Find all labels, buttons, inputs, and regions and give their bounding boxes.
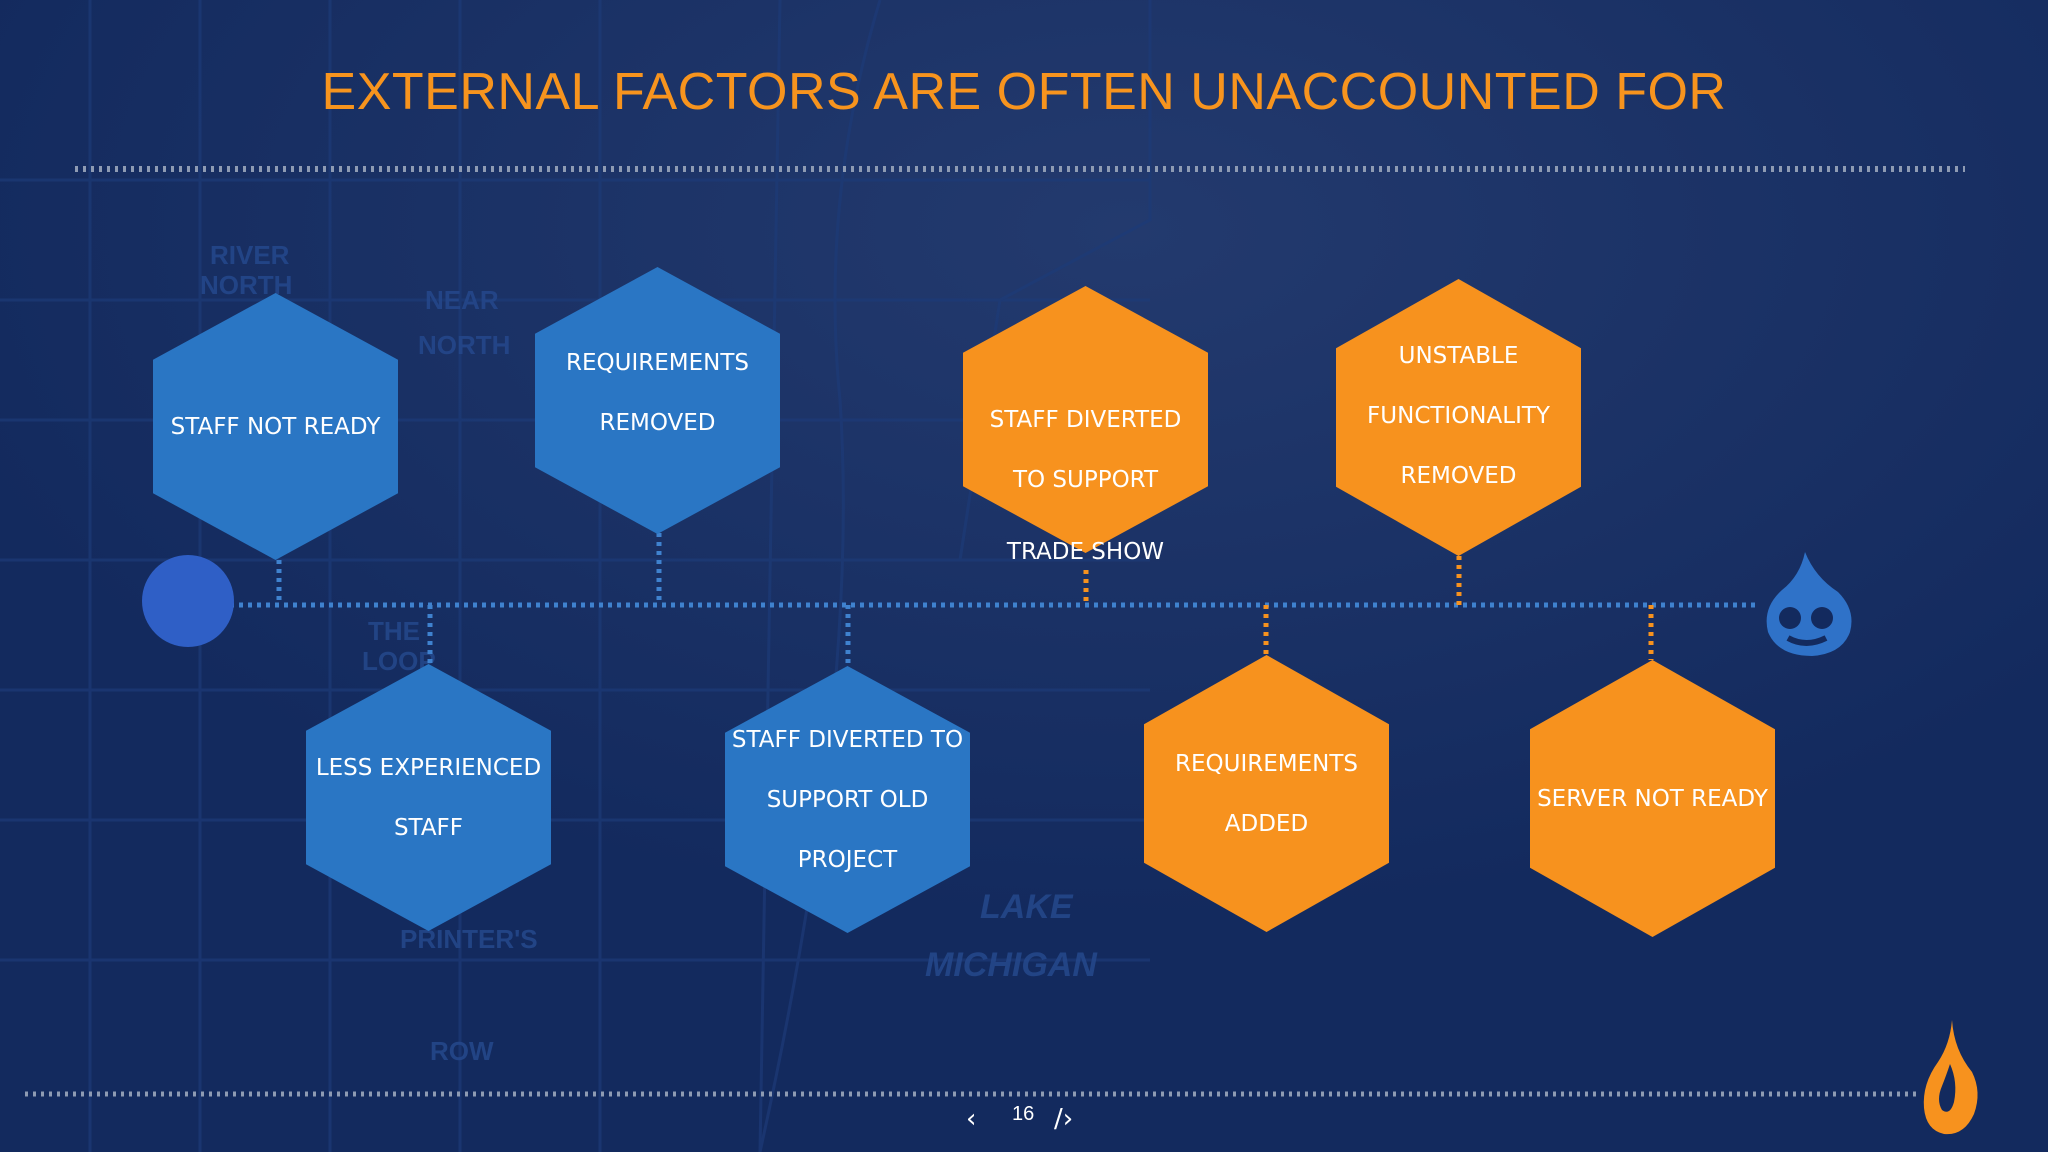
map-label: THE (368, 616, 420, 646)
factor-label: STAFF NOT READY (170, 413, 381, 440)
orange-flame-logo-icon (1923, 1020, 1978, 1135)
factor-label: STAFF DIVERTED TO SUPPORT OLD PROJECT (731, 726, 964, 873)
factor-label-overflow: TRADE SHOW (1006, 539, 1165, 565)
map-label: PRINTER'S (400, 924, 538, 954)
factor-label: REQUIREMENTS REMOVED (566, 349, 749, 436)
map-label: RIVER (210, 240, 290, 270)
factor-label: REQUIREMENTS ADDED (1175, 750, 1358, 837)
slide-title: EXTERNAL FACTORS ARE OFTEN UNACCOUNTED F… (321, 63, 1727, 121)
factor-label: SERVER NOT READY (1537, 785, 1768, 812)
code-chevron-right-icon[interactable]: /› (1054, 1104, 1074, 1134)
drupal-drop-icon (1766, 552, 1852, 656)
map-labels: RIVER NORTH NEAR NORTH THE LOOP LAKE MIC… (200, 240, 1098, 1066)
factor-less-experienced-staff: LESS EXPERIENCED STAFF (306, 664, 551, 931)
chevron-left-icon[interactable]: ‹ (966, 1104, 977, 1134)
map-label: MICHIGAN (925, 946, 1098, 984)
factor-label: STAFF DIVERTED TO SUPPORT (989, 406, 1182, 493)
factor-label: UNSTABLE FUNCTIONALITY REMOVED (1367, 342, 1550, 489)
blue-circle-icon (142, 555, 234, 647)
factor-requirements-added: REQUIREMENTS ADDED (1144, 655, 1389, 932)
map-label: LAKE (980, 888, 1074, 926)
factor-label: LESS EXPERIENCED STAFF (315, 754, 542, 841)
map-label: NEAR (425, 285, 499, 315)
page-number: 16 (1012, 1103, 1035, 1125)
factor-server-not-ready: SERVER NOT READY (1530, 660, 1775, 937)
factor-unstable-functionality-removed: UNSTABLE FUNCTIONALITY REMOVED (1336, 279, 1581, 556)
map-label: ROW (430, 1036, 494, 1066)
connectors (276, 533, 1654, 666)
map-label: NORTH (418, 330, 510, 360)
